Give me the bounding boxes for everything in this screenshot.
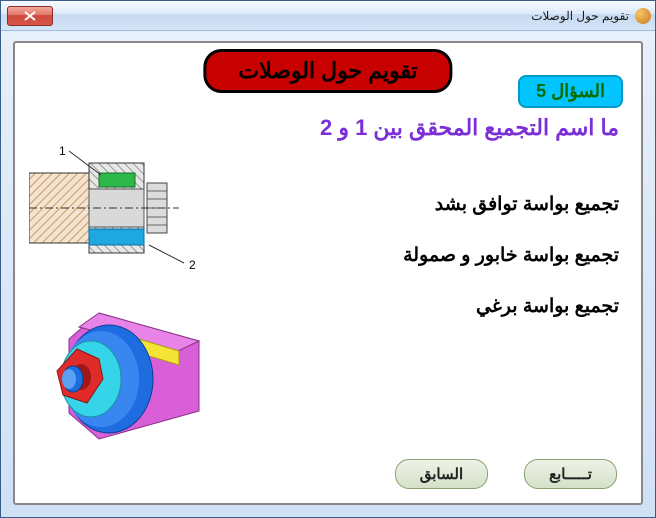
diagram-2d: 1 2 <box>29 145 229 275</box>
content-panel: تقويم حول الوصلات السؤال 5 ما اسم التجمي… <box>13 41 643 505</box>
titlebar: تقويم حول الوصلات <box>1 1 655 31</box>
next-button[interactable]: تـــــابع <box>524 459 617 489</box>
window-controls <box>7 6 53 26</box>
prev-button[interactable]: السابق <box>395 459 488 489</box>
options-list: تجميع بواسة توافق بشد تجميع بواسة خابور … <box>403 193 619 346</box>
window-title: تقويم حول الوصلات <box>531 9 629 23</box>
label-1: 1 <box>59 145 66 158</box>
question-text: ما اسم التجميع المحقق بين 1 و 2 <box>320 115 619 141</box>
option-1[interactable]: تجميع بواسة توافق بشد <box>403 193 619 216</box>
title-wrap: تقويم حول الوصلات <box>531 8 651 24</box>
option-2[interactable]: تجميع بواسة خابور و صمولة <box>403 244 619 267</box>
question-badge: السؤال 5 <box>518 75 623 108</box>
label-2: 2 <box>189 258 196 272</box>
nav-buttons: تـــــابع السابق <box>395 459 617 489</box>
app-window: تقويم حول الوصلات تقويم حول الوصلات السؤ… <box>0 0 656 518</box>
app-icon <box>635 8 651 24</box>
diagram-3d <box>29 293 239 453</box>
option-3[interactable]: تجميع بواسة برغي <box>403 295 619 318</box>
banner-title: تقويم حول الوصلات <box>203 49 452 93</box>
close-button[interactable] <box>7 6 53 26</box>
